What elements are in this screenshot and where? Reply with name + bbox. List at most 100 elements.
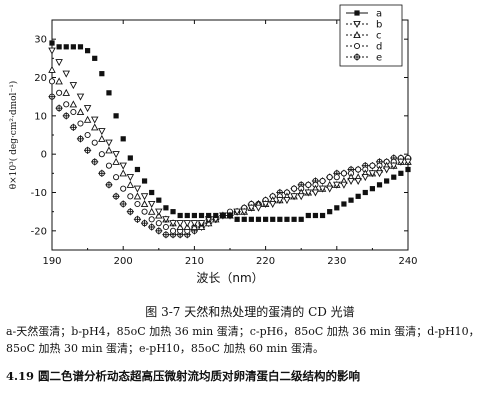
point-d [70,108,77,116]
point-b [240,208,248,216]
y-tick-label: -20 [31,226,47,237]
point-a [134,166,141,173]
point-b [197,220,206,228]
legend-marker-e [353,53,361,61]
point-b [147,200,156,208]
series-a [49,40,411,222]
point-a [156,197,162,203]
y-tick-label: 10 [34,111,47,122]
point-b [105,139,113,147]
point-b [62,70,70,78]
figure-note: a-天然蛋清；b-pH4，85oC 加热 36 min 蛋清；c-pH6，85o… [6,325,480,355]
data-points [48,40,412,239]
point-b [176,220,184,228]
point-a [405,166,411,173]
point-a [327,209,333,215]
point-a [70,44,76,50]
point-a [319,212,326,219]
point-a [56,44,62,50]
point-c [98,134,106,142]
point-d [77,120,84,127]
point-b [354,177,362,185]
point-a [213,212,219,219]
legend-label-e: e [376,53,382,64]
point-e [84,146,92,154]
point-b [233,208,241,216]
point-a [334,205,340,211]
point-d [113,174,120,181]
point-d [84,131,91,139]
point-b [133,185,142,193]
point-e [133,215,142,223]
point-b [247,204,256,212]
point-b [290,193,298,201]
point-b [83,105,92,113]
point-a [77,44,84,50]
point-a [92,55,98,61]
point-b [347,177,355,185]
legend-label-a: a [376,9,382,20]
point-d [141,208,148,215]
point-a [312,212,319,219]
point-a [170,209,176,215]
point-a [99,71,105,77]
point-d [155,220,162,227]
point-d [319,177,326,185]
point-a [369,186,375,192]
point-c [48,65,56,73]
point-a [248,216,254,222]
point-b [375,170,384,178]
point-a [206,212,212,219]
point-a [220,212,226,219]
legend-label-c: c [376,31,382,42]
y-tick-label: -10 [31,188,47,199]
point-b [390,162,398,170]
x-tick-label: 190 [42,256,61,267]
point-c [112,157,120,165]
point-e [98,169,106,177]
point-d [120,185,127,192]
point-e [162,231,170,239]
point-c [83,115,92,123]
point-b [69,82,78,90]
point-b [404,158,412,166]
series-d [48,78,412,234]
point-a [106,90,112,96]
point-a [184,212,190,219]
point-a [362,189,368,196]
point-a [234,216,240,222]
point-b [183,220,192,228]
point-a [63,44,69,50]
point-b [169,220,177,228]
point-d [105,162,113,169]
series-b [48,47,412,228]
point-a [198,212,205,219]
x-tick-label: 200 [114,256,133,267]
point-c [76,108,85,116]
point-e [62,112,70,120]
point-a [398,170,404,176]
point-b [261,200,270,208]
point-b [190,220,199,228]
point-a [298,216,304,222]
point-b [304,189,313,197]
point-d [291,185,298,192]
point-e [48,93,56,101]
point-a [241,216,247,222]
point-b [98,128,106,136]
point-b [268,200,277,208]
point-b [90,116,99,124]
point-b [361,174,370,182]
point-d [355,166,362,173]
point-d [91,139,98,146]
x-axis-ticks: 190 200 210 220 230 240 [42,20,418,267]
point-d [169,227,177,234]
point-c [90,123,99,131]
point-a [255,216,262,222]
x-tick-label: 220 [256,256,275,267]
point-b [340,181,348,189]
point-a [113,113,119,119]
point-c [119,169,127,177]
point-d [63,101,70,108]
